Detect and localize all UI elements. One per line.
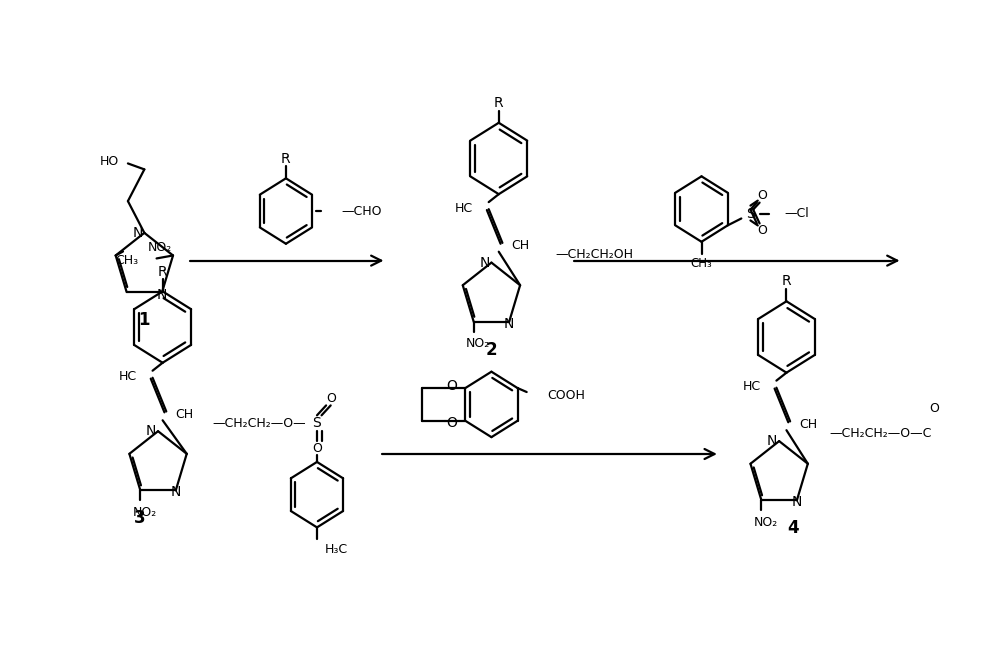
Text: O: O [446, 379, 457, 393]
Text: O: O [757, 189, 767, 202]
Text: CH: CH [512, 239, 530, 252]
Text: HC: HC [455, 202, 473, 214]
Text: —CHO: —CHO [342, 204, 382, 218]
Text: NO₂: NO₂ [133, 506, 157, 519]
Text: O: O [446, 416, 457, 429]
Text: N: N [146, 424, 156, 438]
Text: 2: 2 [486, 341, 497, 359]
Text: O: O [757, 224, 767, 237]
Text: N: N [792, 495, 802, 509]
Text: N: N [479, 256, 490, 269]
Text: CH₃: CH₃ [691, 257, 712, 270]
Text: HC: HC [743, 380, 761, 393]
Text: R: R [494, 96, 504, 110]
Text: 1: 1 [139, 311, 150, 329]
Text: O: O [929, 402, 939, 415]
Text: R: R [782, 275, 791, 289]
Text: —CH₂CH₂OH: —CH₂CH₂OH [555, 248, 633, 261]
Text: N: N [504, 317, 514, 331]
Text: N: N [132, 226, 143, 240]
Text: 4: 4 [787, 519, 799, 537]
Text: CH₃: CH₃ [115, 254, 138, 267]
Text: NO₂: NO₂ [466, 337, 490, 350]
Text: R: R [158, 265, 167, 279]
Text: NO₂: NO₂ [754, 516, 778, 529]
Text: CH: CH [175, 408, 194, 421]
Text: COOH: COOH [547, 389, 585, 403]
Text: O: O [312, 442, 322, 454]
Text: N: N [171, 485, 181, 499]
Text: H₃C: H₃C [324, 543, 347, 555]
Text: HO: HO [100, 155, 119, 168]
Text: S: S [746, 206, 755, 220]
Text: HC: HC [119, 370, 137, 383]
Text: NO₂: NO₂ [148, 241, 172, 254]
Text: —CH₂CH₂—O—: —CH₂CH₂—O— [213, 417, 306, 429]
Text: 3: 3 [134, 509, 146, 527]
Text: —CH₂CH₂—O—C: —CH₂CH₂—O—C [829, 427, 932, 440]
Text: N: N [157, 288, 167, 302]
Text: N: N [767, 434, 777, 448]
Text: O: O [327, 392, 337, 405]
Text: —Cl: —Cl [784, 207, 809, 220]
Text: R: R [281, 153, 291, 166]
Text: CH: CH [799, 418, 817, 431]
Text: S: S [313, 416, 321, 430]
